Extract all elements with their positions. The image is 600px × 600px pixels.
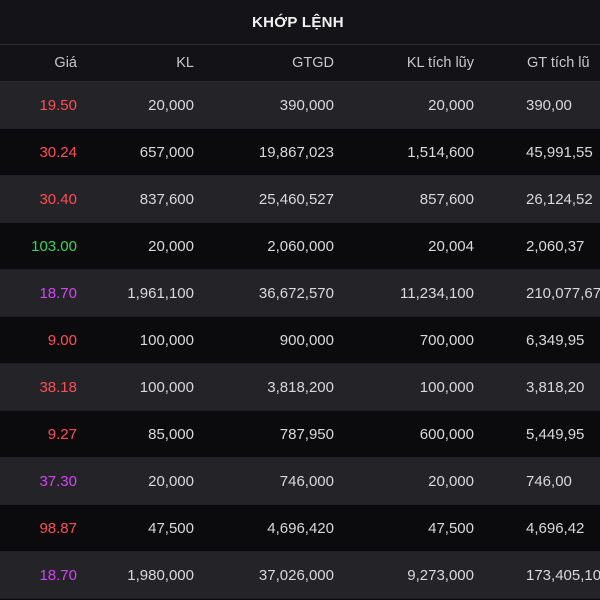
cumulative-volume-cell: 600,000 xyxy=(419,425,474,443)
cumulative-volume-cell: 857,600 xyxy=(419,190,474,208)
volume-cell: 20,000 xyxy=(148,472,194,490)
volume-cell: 85,000 xyxy=(148,425,194,443)
cumulative-volume-cell: 700,000 xyxy=(419,331,474,349)
column-header-price[interactable]: Giá xyxy=(54,55,77,71)
column-header-value[interactable]: GTGD xyxy=(292,55,334,71)
column-header-cumulative-volume[interactable]: KL tích lũy xyxy=(406,55,474,71)
cumulative-value-cell: 3,818,20 xyxy=(526,378,585,396)
volume-cell: 20,000 xyxy=(148,96,194,114)
value-cell: 390,000 xyxy=(279,96,334,114)
table-row[interactable]: 30.24 657,000 19,867,023 1,514,600 45,991,55 xyxy=(0,129,600,176)
price-cell: 103.00 xyxy=(31,237,77,255)
cumulative-value-cell: 45,991,55 xyxy=(526,143,593,161)
cumulative-volume-cell: 47,500 xyxy=(428,519,474,537)
volume-cell: 657,000 xyxy=(139,143,194,161)
volume-cell: 47,500 xyxy=(148,519,194,537)
panel-header: KHỚP LỆNH xyxy=(0,0,600,45)
volume-cell: 20,000 xyxy=(148,237,194,255)
column-header-cumulative-value[interactable]: GT tích lũ xyxy=(527,55,590,71)
cumulative-value-cell: 6,349,95 xyxy=(526,331,585,349)
table-row[interactable]: 38.18 100,000 3,818,200 100,000 3,818,20 xyxy=(0,364,600,411)
price-cell: 37.30 xyxy=(39,472,77,490)
cumulative-value-cell: 390,00 xyxy=(526,96,572,114)
price-cell: 19.50 xyxy=(39,96,77,114)
table-row[interactable]: 9.27 85,000 787,950 600,000 5,449,95 xyxy=(0,411,600,458)
value-cell: 3,818,200 xyxy=(267,378,334,396)
price-cell: 30.40 xyxy=(39,190,77,208)
cumulative-volume-cell: 20,004 xyxy=(428,237,474,255)
price-cell: 18.70 xyxy=(39,566,77,584)
cumulative-volume-cell: 20,000 xyxy=(428,96,474,114)
volume-cell: 837,600 xyxy=(139,190,194,208)
price-cell: 38.18 xyxy=(39,378,77,396)
cumulative-value-cell: 4,696,42 xyxy=(526,519,585,537)
matched-orders-table: Giá KL GTGD KL tích lũy GT tích lũ 19.50… xyxy=(0,45,600,599)
cumulative-value-cell: 2,060,37 xyxy=(526,237,585,255)
value-cell: 746,000 xyxy=(279,472,334,490)
cumulative-volume-cell: 20,000 xyxy=(428,472,474,490)
table-row[interactable]: 103.00 20,000 2,060,000 20,004 2,060,37 xyxy=(0,223,600,270)
volume-cell: 100,000 xyxy=(139,378,194,396)
cumulative-value-cell: 173,405,10 xyxy=(526,566,600,584)
price-cell: 18.70 xyxy=(39,284,77,302)
cumulative-value-cell: 746,00 xyxy=(526,472,572,490)
cumulative-value-cell: 210,077,67 xyxy=(526,284,600,302)
price-cell: 9.27 xyxy=(47,425,77,443)
table-row[interactable]: 18.70 1,980,000 37,026,000 9,273,000 173,405… xyxy=(0,552,600,599)
table-row[interactable]: 19.50 20,000 390,000 20,000 390,00 xyxy=(0,82,600,129)
value-cell: 19,867,023 xyxy=(258,143,334,161)
value-cell: 25,460,527 xyxy=(258,190,334,208)
value-cell: 36,672,570 xyxy=(258,284,334,302)
cumulative-volume-cell: 100,000 xyxy=(419,378,474,396)
value-cell: 787,950 xyxy=(279,425,334,443)
cumulative-value-cell: 26,124,52 xyxy=(526,190,593,208)
price-cell: 9.00 xyxy=(47,331,77,349)
cumulative-volume-cell: 11,234,100 xyxy=(400,284,474,302)
panel-title: KHỚP LỆNH xyxy=(252,13,344,31)
table-row[interactable]: 30.40 837,600 25,460,527 857,600 26,124,52 xyxy=(0,176,600,223)
table-row[interactable]: 98.87 47,500 4,696,420 47,500 4,696,42 xyxy=(0,505,600,552)
table-body: 19.50 20,000 390,000 20,000 390,00 30.24 657,0… xyxy=(0,82,600,599)
table-row[interactable]: 37.30 20,000 746,000 20,000 746,00 xyxy=(0,458,600,505)
value-cell: 4,696,420 xyxy=(267,519,334,537)
table-header: Giá KL GTGD KL tích lũy GT tích lũ xyxy=(0,45,600,82)
volume-cell: 1,961,100 xyxy=(127,284,194,302)
volume-cell: 1,980,000 xyxy=(127,566,194,584)
cumulative-volume-cell: 9,273,000 xyxy=(407,566,474,584)
price-cell: 30.24 xyxy=(39,143,77,161)
table-row[interactable]: 9.00 100,000 900,000 700,000 6,349,95 xyxy=(0,317,600,364)
volume-cell: 100,000 xyxy=(139,331,194,349)
value-cell: 900,000 xyxy=(279,331,334,349)
table-row[interactable]: 18.70 1,961,100 36,672,570 11,234,100 210,07… xyxy=(0,270,600,317)
price-cell: 98.87 xyxy=(39,519,77,537)
cumulative-value-cell: 5,449,95 xyxy=(526,425,585,443)
value-cell: 37,026,000 xyxy=(258,566,334,584)
column-header-volume[interactable]: KL xyxy=(176,55,194,71)
value-cell: 2,060,000 xyxy=(267,237,334,255)
cumulative-volume-cell: 1,514,600 xyxy=(407,143,474,161)
